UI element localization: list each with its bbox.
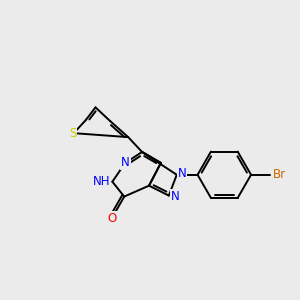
Text: Br: Br [273,168,286,181]
Text: S: S [69,127,76,140]
Text: NH: NH [93,175,110,188]
Text: N: N [121,156,130,170]
Text: O: O [108,212,117,225]
Text: N: N [178,167,187,180]
Text: N: N [171,190,180,203]
